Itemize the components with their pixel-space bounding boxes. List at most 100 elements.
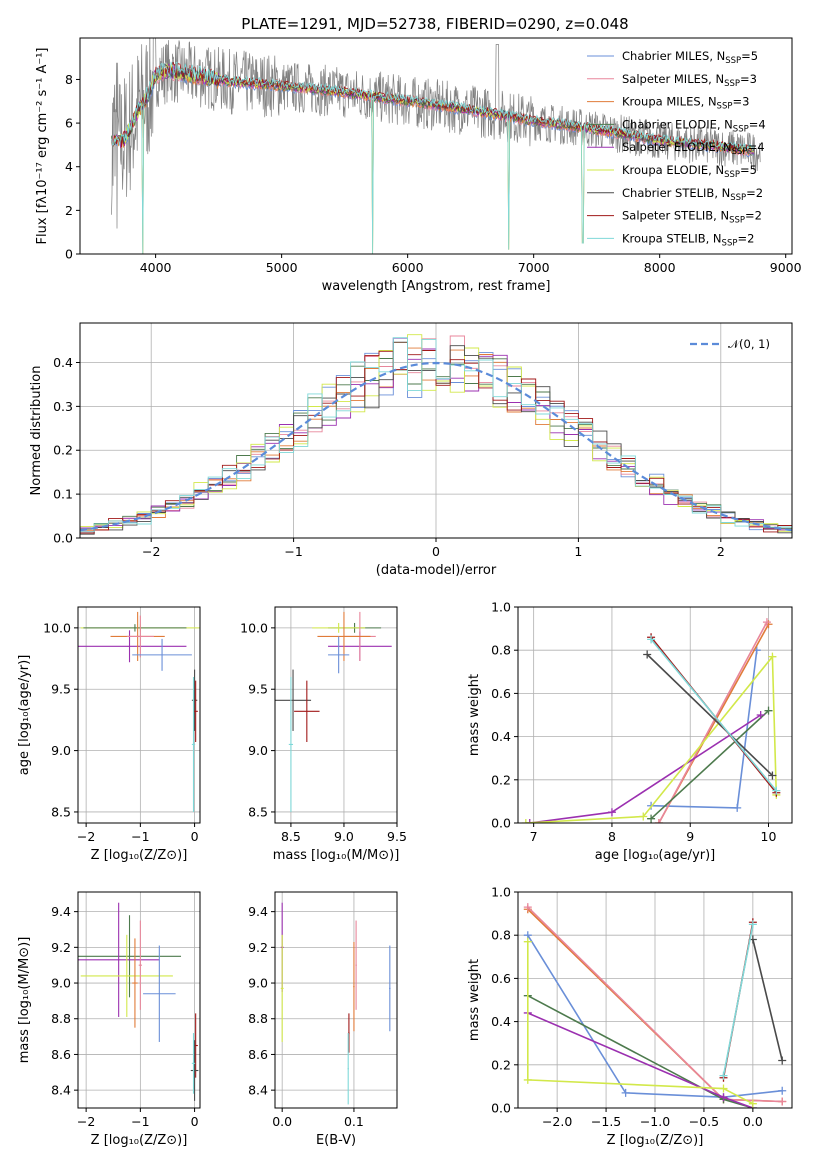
age-vs-mass-xlabel: mass [log₁₀(M/M⊙)] bbox=[273, 848, 400, 863]
weight-vs-age-marker-salpeter-elodie-2 bbox=[756, 711, 765, 719]
residual-legend: 𝒩(0, 1) bbox=[690, 337, 770, 351]
weight-vs-age-line-salpeter-miles bbox=[658, 621, 768, 823]
age-vs-Z-ytick-2: 9.5 bbox=[51, 682, 71, 697]
weight-vs-age-ytick-4: 0.8 bbox=[491, 643, 511, 658]
weight-vs-age-marker-chabrier-elodie-1 bbox=[764, 706, 773, 715]
age-vs-Z-xtick-0: −2 bbox=[77, 829, 95, 844]
spectrum-xtick-0: 4000 bbox=[140, 260, 172, 275]
mass-vs-EBV-ytick-1: 8.6 bbox=[248, 1047, 268, 1062]
weight-vs-Z-marker-chabrier-miles-1 bbox=[621, 1088, 630, 1097]
weight-vs-Z-plot-area bbox=[523, 903, 787, 1108]
mass-vs-Z-ytick-3: 9.0 bbox=[51, 976, 71, 991]
mass-vs-EBV-ytick-0: 8.4 bbox=[248, 1083, 268, 1098]
age-vs-Z-ytick-3: 10.0 bbox=[43, 620, 71, 635]
weight-vs-Z-panel: −2.0 −1.5 −1.0 −0.5 0.0 0.0 0.2 0.4 0.6 0.8 1.0 Z [… bbox=[467, 885, 793, 1148]
spectrum-ytick-0: 0 bbox=[65, 247, 73, 262]
age-vs-Z-point-chabrier-miles bbox=[132, 638, 192, 671]
age-vs-mass-frame bbox=[274, 606, 398, 824]
mass-vs-Z-point-chabrier-stelib bbox=[190, 1040, 199, 1101]
mass-vs-EBV-grid bbox=[275, 892, 397, 1108]
weight-vs-age-marker-kroupa-elodie-1 bbox=[639, 812, 648, 821]
age-vs-mass-point-chabrier-miles bbox=[328, 636, 350, 674]
weight-vs-age-series-salpeter-miles bbox=[654, 618, 771, 823]
weight-vs-Z-series-kroupa-stelib bbox=[719, 920, 757, 1080]
age-vs-mass-panel: 8.5 9.0 9.5 8.5 9.0 9.5 10.0 mass [log₁₀(M/M⊙)] bbox=[240, 606, 407, 863]
spectrum-ylabel: Flux [fλ10⁻¹⁷ erg cm⁻² s⁻¹ A⁻¹] bbox=[35, 48, 50, 245]
weight-vs-age-xtick-2: 9 bbox=[686, 829, 694, 844]
age-vs-mass-ytick-0: 8.5 bbox=[248, 804, 268, 819]
residuals-xtick-4: 2 bbox=[717, 544, 725, 559]
residuals-ytick-0: 0.0 bbox=[53, 531, 73, 546]
mass-vs-Z-point-chabrier-miles bbox=[143, 945, 176, 1042]
weight-vs-age-ytick-1: 0.2 bbox=[491, 772, 511, 787]
age-vs-Z-frame bbox=[77, 606, 201, 824]
age-vs-Z-ytick-0: 8.5 bbox=[51, 804, 71, 819]
age-vs-mass-point-kroupa-elodie bbox=[312, 622, 366, 633]
weight-vs-Z-xtick-0: −2.0 bbox=[542, 1114, 572, 1129]
age-vs-Z-xlabel: Z [log₁₀(Z/Z⊙)] bbox=[91, 848, 188, 863]
weight-vs-age-xlabel: age [log₁₀(age/yr)] bbox=[595, 848, 716, 863]
residual-hist-kroupa-stelib bbox=[80, 337, 792, 533]
mass-vs-Z-point-salpeter-elodie bbox=[78, 902, 160, 1017]
weight-vs-age-marker-salpeter-elodie-0 bbox=[525, 819, 534, 823]
legend-label-chabrier-elodie: Chabrier ELODIE, NSSP=4 bbox=[622, 117, 766, 134]
spectrum-panel: 4000 5000 6000 7000 8000 9000 0 2 4 6 8 wavelength … bbox=[35, 37, 802, 294]
mass-vs-Z-point-kroupa-elodie bbox=[80, 934, 173, 1017]
weight-vs-age-series-salpeter-elodie bbox=[525, 711, 765, 823]
weight-vs-age-ytick-0: 0.0 bbox=[491, 816, 511, 831]
weight-vs-Z-marker-kroupa-stelib-1 bbox=[748, 920, 757, 929]
weight-vs-age-ytick-5: 1.0 bbox=[491, 600, 511, 615]
mass-vs-Z-ylabel: mass [log₁₀(M/M⊙)] bbox=[17, 937, 32, 1064]
mass-vs-Z-ytick-0: 8.4 bbox=[51, 1083, 71, 1098]
legend-label-salpeter-elodie: Salpeter ELODIE, NSSP=4 bbox=[622, 140, 765, 157]
residuals-xtick-2: 0 bbox=[432, 544, 440, 559]
mass-vs-Z-grid bbox=[78, 892, 200, 1108]
legend-label-kroupa-elodie: Kroupa ELODIE, NSSP=5 bbox=[622, 163, 757, 180]
model-line-kroupa-stelib bbox=[111, 61, 755, 254]
weight-vs-age-ylabel: mass weight bbox=[467, 674, 482, 756]
weight-vs-Z-series-kroupa-elodie bbox=[523, 937, 757, 1108]
figure-title: PLATE=1291, MJD=52738, FIBERID=0290, z=0… bbox=[241, 15, 628, 33]
mass-vs-Z-point-salpeter-miles bbox=[138, 920, 142, 1010]
age-vs-mass-ytick-1: 9.0 bbox=[248, 743, 268, 758]
age-vs-Z-ytick-1: 9.0 bbox=[51, 743, 71, 758]
weight-vs-Z-ytick-0: 0.0 bbox=[491, 1101, 511, 1116]
mass-vs-EBV-ytick-2: 8.8 bbox=[248, 1011, 268, 1026]
weight-vs-age-marker-salpeter-miles-1 bbox=[762, 618, 771, 627]
weight-vs-Z-marker-chabrier-stelib-1 bbox=[778, 1056, 787, 1065]
mass-vs-EBV-point-salpeter-miles bbox=[355, 920, 357, 1010]
age-vs-mass-point-kroupa-miles bbox=[317, 611, 371, 661]
weight-vs-age-marker-kroupa-stelib-0 bbox=[647, 635, 656, 644]
legend-label-kroupa-stelib: Kroupa STELIB, NSSP=2 bbox=[622, 231, 754, 248]
weight-vs-Z-ytick-1: 0.2 bbox=[491, 1057, 511, 1072]
weight-vs-age-series-kroupa-stelib bbox=[647, 635, 781, 795]
residuals-ytick-3: 0.3 bbox=[53, 399, 73, 414]
weight-vs-age-line-chabrier-elodie bbox=[650, 710, 770, 820]
weight-vs-Z-marker-salpeter-elodie-1 bbox=[719, 1093, 728, 1102]
age-vs-mass-xtick-0: 8.5 bbox=[281, 829, 301, 844]
spectrum-xtick-1: 5000 bbox=[266, 260, 298, 275]
residuals-ytick-1: 0.1 bbox=[53, 487, 73, 502]
weight-vs-Z-marker-salpeter-miles-2 bbox=[778, 1097, 787, 1106]
mass-vs-EBV-point-kroupa-miles bbox=[353, 941, 355, 1032]
age-vs-mass-point-kroupa-stelib bbox=[288, 676, 294, 812]
weight-vs-age-marker-kroupa-elodie-2 bbox=[768, 652, 777, 661]
weight-vs-Z-xtick-3: −0.5 bbox=[689, 1114, 719, 1129]
weight-vs-age-line-kroupa-elodie bbox=[525, 654, 778, 823]
model-line-salpeter-elodie bbox=[111, 63, 755, 155]
weight-vs-Z-series-chabrier-stelib bbox=[748, 935, 787, 1065]
weight-vs-Z-frame bbox=[517, 891, 793, 1109]
mass-vs-EBV-frame bbox=[274, 891, 398, 1109]
weight-vs-age-marker-chabrier-stelib-0 bbox=[643, 650, 652, 659]
spectrum-frame bbox=[79, 37, 793, 255]
residuals-xlabel: (data-model)/error bbox=[376, 563, 497, 578]
weight-vs-age-marker-chabrier-elodie-0 bbox=[647, 814, 656, 823]
age-vs-Z-plot-area bbox=[78, 611, 200, 812]
weight-vs-Z-ytick-5: 1.0 bbox=[491, 885, 511, 900]
weight-vs-Z-xlabel: Z [log₁₀(Z/Z⊙)] bbox=[607, 1133, 704, 1148]
age-vs-Z-ylabel: age [log₁₀(age/yr)] bbox=[17, 655, 32, 776]
residuals-xtick-0: −2 bbox=[142, 544, 160, 559]
age-vs-Z-point-chabrier-elodie bbox=[83, 624, 187, 632]
weight-vs-Z-xtick-1: −1.5 bbox=[591, 1114, 621, 1129]
